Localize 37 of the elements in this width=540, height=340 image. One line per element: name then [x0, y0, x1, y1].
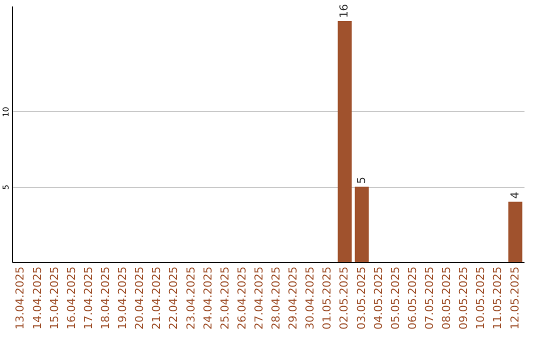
x-tick-label: 20.04.2025	[133, 266, 146, 330]
x-tick-label: 13.04.2025	[14, 266, 27, 330]
x-tick-label: 16.04.2025	[64, 266, 78, 330]
data-label: 5	[354, 176, 368, 184]
data-label: 16	[338, 4, 351, 18]
x-tick-label: 26.04.2025	[235, 266, 248, 330]
data-label: 4	[508, 192, 522, 199]
x-tick-label: 04.05.2025	[372, 266, 385, 330]
x-tick-label: 03.05.2025	[354, 266, 368, 330]
x-tick-label: 22.04.2025	[167, 266, 180, 330]
bar	[508, 202, 522, 262]
x-tick-label: 08.05.2025	[440, 266, 454, 330]
x-tick-label: 17.04.2025	[82, 266, 95, 330]
x-tick-label: 05.05.2025	[388, 266, 402, 330]
x-tick-label: 15.04.2025	[48, 266, 61, 330]
x-tick-label: 29.04.2025	[286, 266, 300, 330]
bar	[338, 21, 352, 262]
y-tick-label: 10	[2, 106, 10, 118]
x-tick-label: 30.04.2025	[304, 266, 317, 330]
x-tick-label: 28.04.2025	[270, 266, 283, 330]
x-tick-label: 24.04.2025	[201, 266, 214, 330]
x-tick-label: 27.04.2025	[252, 266, 266, 330]
x-tick-label: 18.04.2025	[98, 266, 112, 330]
x-tick-label: 11.05.2025	[491, 266, 504, 330]
x-tick-label: 06.05.2025	[406, 266, 419, 330]
x-tick-label: 10.05.2025	[474, 266, 488, 330]
x-tick-label: 23.04.2025	[184, 266, 198, 330]
x-tick-label: 07.05.2025	[423, 266, 436, 330]
x-tick-label: 02.05.2025	[338, 266, 351, 330]
x-tick-label: 14.04.2025	[30, 266, 44, 330]
x-tick-label: 01.05.2025	[320, 266, 334, 330]
bar	[354, 186, 369, 262]
x-tick-label: 12.05.2025	[508, 266, 522, 330]
x-tick-label: 21.04.2025	[150, 266, 164, 330]
x-tick-label: 19.04.2025	[116, 266, 130, 330]
x-tick-label: 25.04.2025	[218, 266, 232, 330]
x-tick-label: 09.05.2025	[457, 266, 470, 330]
